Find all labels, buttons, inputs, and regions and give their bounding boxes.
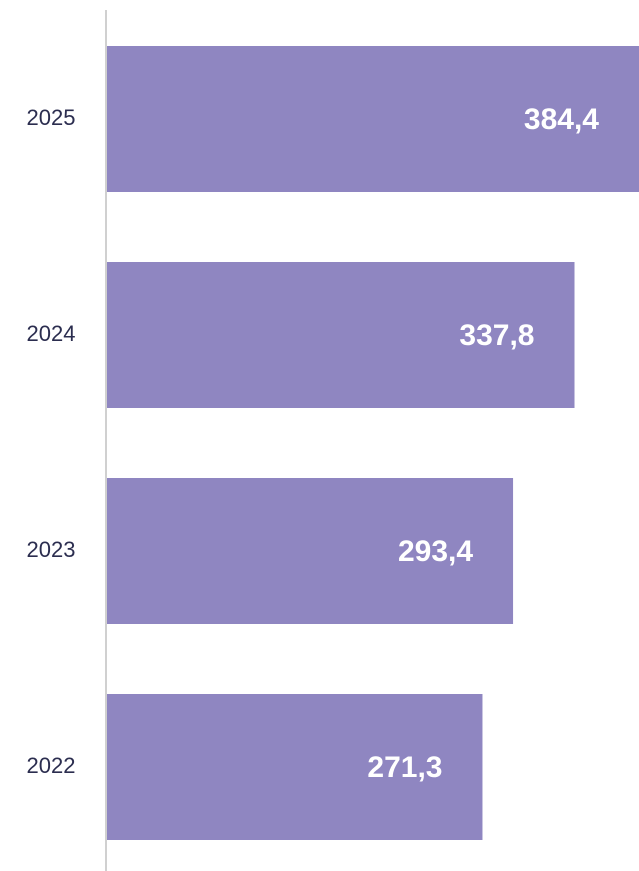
category-label: 2022 bbox=[27, 753, 76, 778]
bar bbox=[107, 262, 575, 408]
bar bbox=[107, 478, 514, 624]
bar bbox=[107, 694, 483, 840]
category-label: 2023 bbox=[27, 537, 76, 562]
value-label: 384,4 bbox=[524, 103, 599, 136]
value-label: 271,3 bbox=[367, 751, 442, 784]
category-label: 2024 bbox=[27, 321, 76, 346]
category-label: 2025 bbox=[27, 105, 76, 130]
value-label: 337,8 bbox=[459, 319, 534, 352]
bar bbox=[107, 46, 639, 192]
value-label: 293,4 bbox=[398, 535, 473, 568]
